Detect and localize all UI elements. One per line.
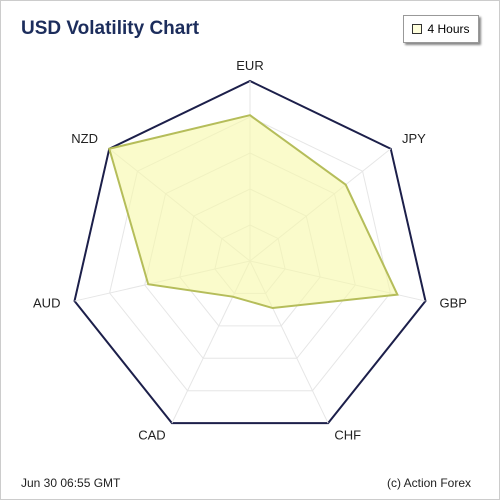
axis-label: GBP	[440, 296, 467, 311]
credit: (c) Action Forex	[387, 476, 471, 490]
axis-label: JPY	[402, 131, 426, 146]
timestamp: Jun 30 06:55 GMT	[21, 476, 121, 490]
axis-label: NZD	[71, 131, 98, 146]
series-area	[108, 114, 399, 310]
axis-label: CHF	[334, 428, 361, 443]
outer-frame	[73, 79, 427, 425]
legend-label: 4 Hours	[427, 22, 470, 36]
legend-swatch	[412, 24, 423, 34]
legend-button[interactable]: 4 Hours	[403, 15, 479, 43]
axis-label: CAD	[138, 428, 165, 443]
axis-label: AUD	[33, 296, 60, 311]
axis-label: EUR	[236, 58, 263, 73]
chart-title: USD Volatility Chart	[21, 18, 200, 39]
